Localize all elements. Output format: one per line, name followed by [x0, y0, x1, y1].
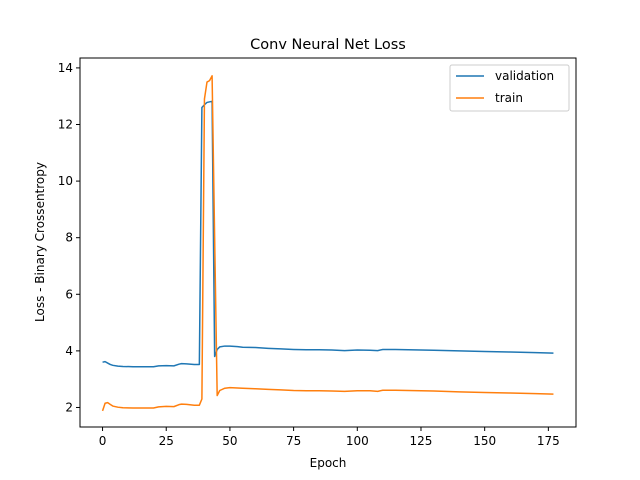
legend-label-validation: validation — [495, 69, 554, 83]
y-tick-label: 12 — [58, 117, 73, 131]
series-line-train — [101, 75, 554, 412]
x-tick-label: 75 — [286, 434, 301, 448]
x-tick-label: 25 — [159, 434, 174, 448]
x-tick-label: 50 — [222, 434, 237, 448]
y-tick-label: 10 — [58, 174, 73, 188]
y-tick-label: 14 — [58, 61, 73, 75]
y-tick-label: 6 — [65, 287, 73, 301]
legend-label-train: train — [495, 91, 523, 105]
plot-frame — [79, 57, 577, 428]
y-tick-label: 4 — [65, 344, 73, 358]
series-line-validation — [102, 100, 554, 368]
x-tick-label: 0 — [99, 434, 107, 448]
legend: validation train — [449, 64, 570, 112]
chart-title: Conv Neural Net Loss — [250, 37, 406, 53]
series-layer — [101, 75, 554, 412]
x-axis-label: Epoch — [310, 456, 347, 470]
plot-area: 0 25 50 75 100 125 150 175 2 4 6 8 10 12 14 — [58, 57, 577, 448]
plot-background — [80, 58, 576, 427]
x-tick-label: 125 — [410, 434, 433, 448]
x-tick-label: 150 — [473, 434, 496, 448]
y-tick-label: 8 — [65, 231, 73, 245]
x-axis: 0 25 50 75 100 125 150 175 — [99, 427, 560, 448]
y-axis-label: Loss - Binary Crossentropy — [33, 162, 47, 322]
x-tick-label: 175 — [537, 434, 560, 448]
y-axis: 2 4 6 8 10 12 14 — [58, 61, 80, 414]
x-tick-label: 100 — [346, 434, 369, 448]
y-tick-label: 2 — [65, 400, 73, 414]
